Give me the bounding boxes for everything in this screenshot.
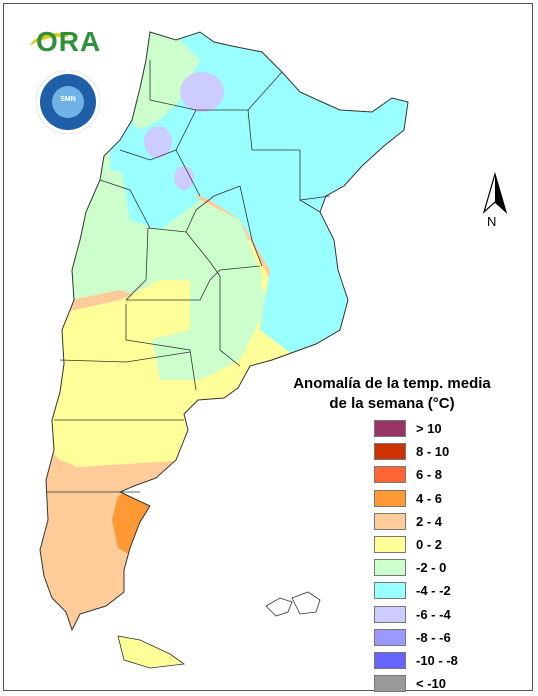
legend-title-line2: de la semana (°C) <box>329 395 455 412</box>
north-label: N <box>487 214 497 229</box>
legend-label: -10 - -8 <box>416 652 458 668</box>
legend-swatch <box>374 651 406 669</box>
legend-title-line1: Anomalía de la temp. media <box>293 375 491 392</box>
legend-swatch <box>374 466 406 484</box>
legend-label: 6 - 8 <box>416 467 443 483</box>
legend-swatch <box>374 489 406 507</box>
legend-label: -4 - -2 <box>416 583 451 599</box>
legend-title: Anomalía de la temp. media de la semana … <box>292 374 492 414</box>
legend-swatch <box>374 512 406 530</box>
north-arrow-icon <box>482 172 508 214</box>
ora-logo: ORA <box>36 26 102 57</box>
legend-label: 8 - 10 <box>416 444 450 460</box>
legend-swatch <box>374 628 406 646</box>
legend-swatch <box>374 582 406 600</box>
legend-label: -6 - -4 <box>416 606 451 622</box>
malvinas-islands <box>265 591 321 617</box>
legend-label: -8 - -6 <box>416 629 451 645</box>
seal-center <box>52 86 84 118</box>
tierra-del-fuego <box>117 635 186 669</box>
legend-swatch <box>374 605 406 623</box>
country-outline <box>39 31 409 632</box>
map-frame <box>3 3 533 691</box>
smn-seal-logo: SMN <box>36 70 100 134</box>
legend-swatch <box>374 559 406 577</box>
legend-label: < -10 <box>416 676 446 692</box>
legend-label: 2 - 4 <box>416 513 443 529</box>
legend-label: -2 - 0 <box>416 560 447 576</box>
province-boundaries <box>46 60 331 493</box>
seal-text: SMN <box>60 96 76 103</box>
legend-swatch <box>374 443 406 461</box>
legend-swatch <box>374 420 406 437</box>
legend-label: > 10 <box>416 421 442 436</box>
legend-swatch <box>374 675 406 693</box>
legend-label: 0 - 2 <box>416 536 443 552</box>
legend-label: 4 - 6 <box>416 490 443 506</box>
legend-swatch <box>374 535 406 553</box>
